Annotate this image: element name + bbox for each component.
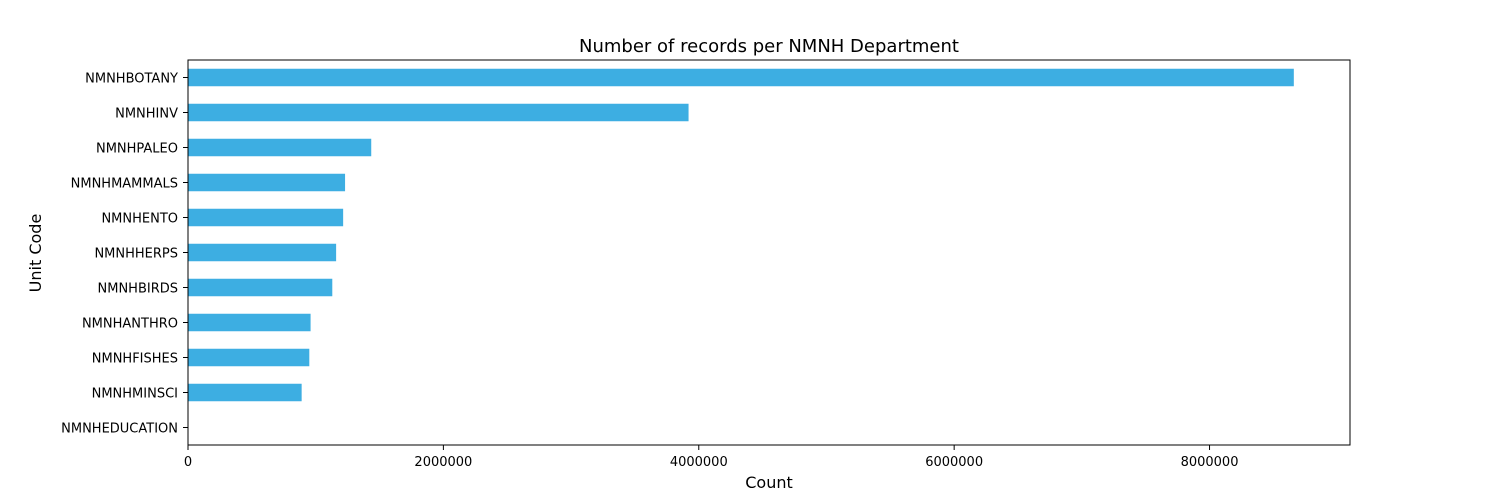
x-axis-label: Count: [745, 473, 793, 492]
bar-nmnhminsci: [188, 384, 302, 402]
chart-title: Number of records per NMNH Department: [579, 36, 959, 57]
x-tick-label: 2000000: [414, 455, 472, 470]
bars-layer: [188, 69, 1294, 437]
x-tick-label: 8000000: [1181, 455, 1239, 470]
y-tick-label: NMNHMINSCI: [92, 387, 178, 402]
bar-nmnhento: [188, 209, 343, 227]
x-tick-label: 4000000: [670, 455, 728, 470]
x-tick-label: 0: [184, 455, 192, 470]
bar-nmnhfishes: [188, 349, 309, 367]
y-axis-label: Unit Code: [26, 214, 45, 293]
bar-nmnhmammals: [188, 174, 345, 192]
y-tick-label: NMNHENTO: [101, 212, 178, 227]
y-tick-label: NMNHBIRDS: [98, 282, 179, 297]
bar-nmnhbirds: [188, 279, 332, 297]
y-tick-label: NMNHPALEO: [96, 142, 178, 157]
y-tick-label: NMNHINV: [115, 107, 178, 122]
y-tick-label: NMNHBOTANY: [85, 72, 178, 87]
y-tick-label: NMNHHERPS: [94, 247, 178, 262]
bar-nmnhherps: [188, 244, 336, 262]
bar-nmnhinv: [188, 104, 689, 122]
y-axis: NMNHBOTANY NMNHINV NMNHPALEO NMNHMAMMALS NMN…: [61, 72, 188, 437]
x-tick-label: 6000000: [925, 455, 983, 470]
y-tick-label: NMNHANTHRO: [82, 317, 178, 332]
bar-nmnhpaleo: [188, 139, 371, 157]
y-tick-label: NMNHMAMMALS: [71, 177, 178, 192]
x-axis: 0 2000000 4000000 6000000 8000000: [184, 445, 1239, 470]
bar-nmnhbotany: [188, 69, 1294, 87]
y-tick-label: NMNHFISHES: [92, 352, 178, 367]
bar-nmnhanthro: [188, 314, 311, 332]
y-tick-label: NMNHEDUCATION: [61, 422, 178, 437]
